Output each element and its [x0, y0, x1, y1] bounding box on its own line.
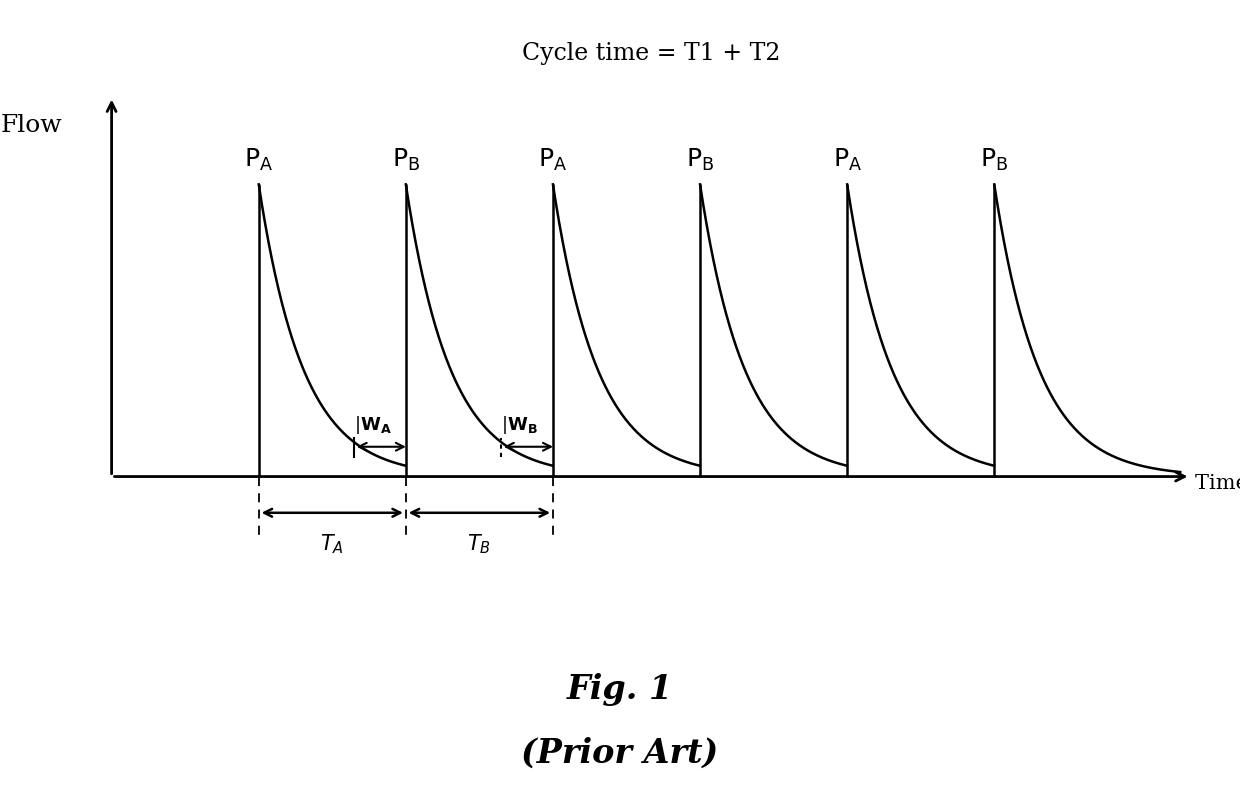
Text: $|\mathbf{W_B}$: $|\mathbf{W_B}$: [501, 413, 538, 435]
Text: $T_A$: $T_A$: [320, 532, 345, 555]
Text: $|\mathbf{W_A}$: $|\mathbf{W_A}$: [353, 413, 392, 435]
Text: Cycle time = T1 + T2: Cycle time = T1 + T2: [522, 42, 780, 64]
Text: $\mathsf{P}_\mathsf{A}$: $\mathsf{P}_\mathsf{A}$: [832, 147, 862, 172]
Text: Flow: Flow: [1, 114, 62, 137]
Text: $T_B$: $T_B$: [467, 532, 491, 555]
Text: $\mathsf{P}_\mathsf{B}$: $\mathsf{P}_\mathsf{B}$: [392, 147, 420, 172]
Text: $\mathsf{P}_\mathsf{B}$: $\mathsf{P}_\mathsf{B}$: [686, 147, 714, 172]
Text: (Prior Art): (Prior Art): [521, 737, 719, 770]
Text: $\mathsf{P}_\mathsf{B}$: $\mathsf{P}_\mathsf{B}$: [980, 147, 1008, 172]
Text: Time (sec): Time (sec): [1195, 474, 1240, 493]
Text: $\mathsf{P}_\mathsf{A}$: $\mathsf{P}_\mathsf{A}$: [538, 147, 568, 172]
Text: Fig. 1: Fig. 1: [567, 673, 673, 705]
Text: $\mathsf{P}_\mathsf{A}$: $\mathsf{P}_\mathsf{A}$: [244, 147, 273, 172]
